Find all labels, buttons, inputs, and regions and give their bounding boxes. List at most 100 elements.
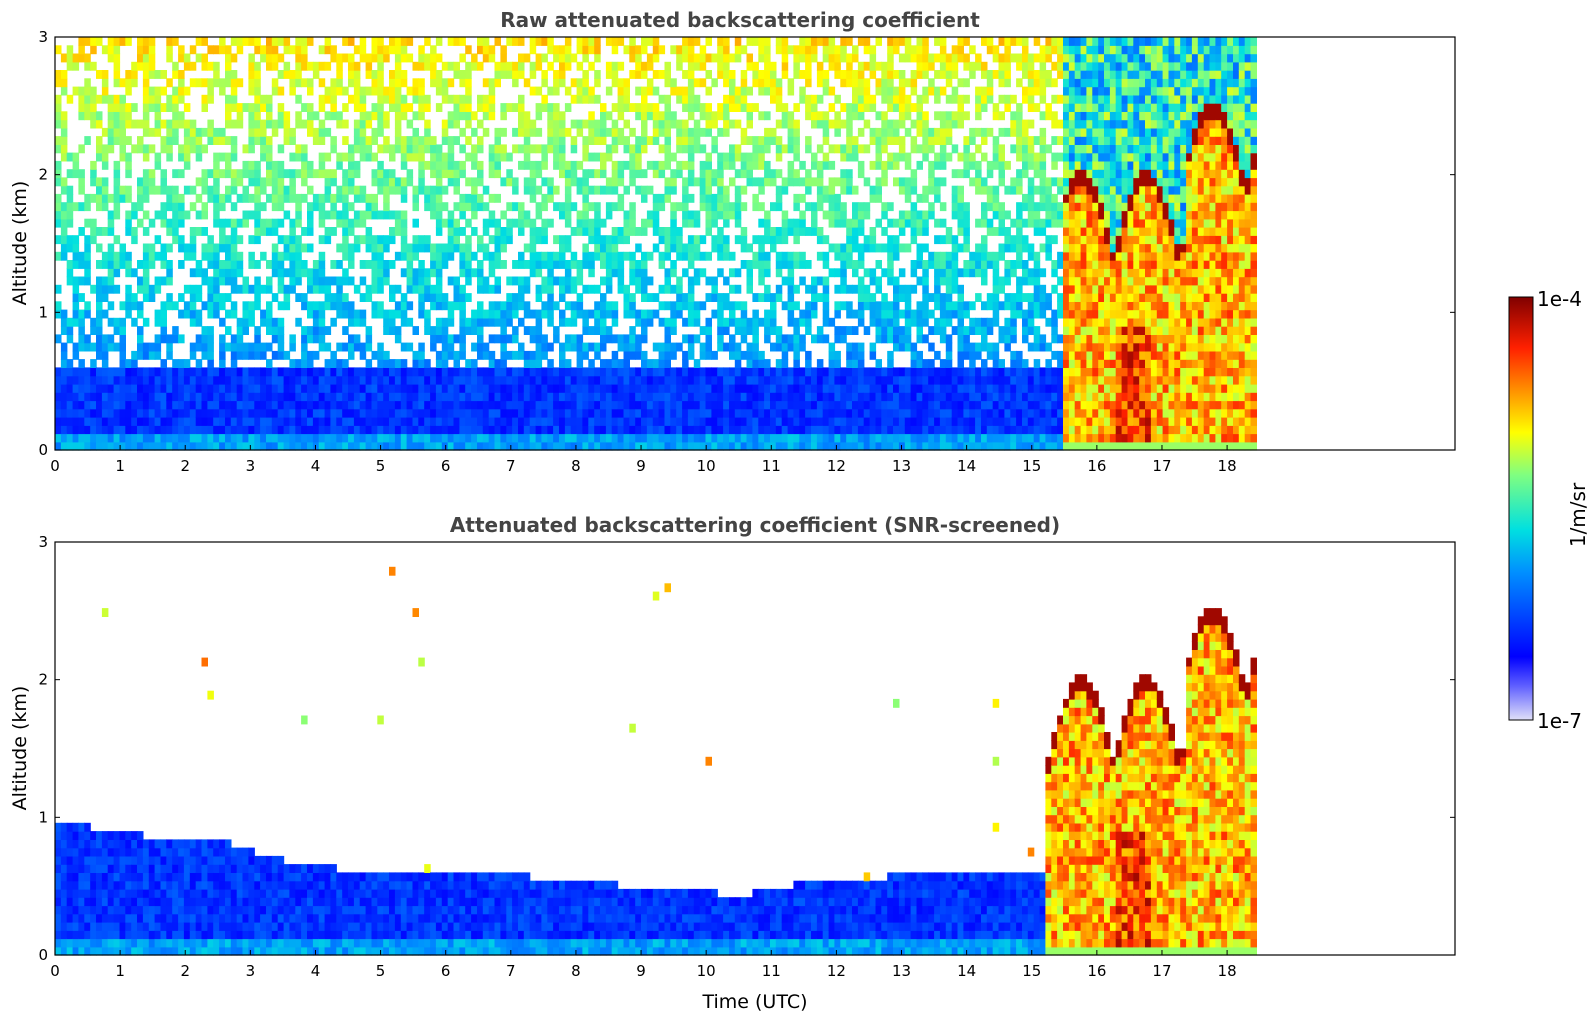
heatmap-cell xyxy=(588,235,595,245)
heatmap-cell xyxy=(230,334,238,344)
heatmap-cell xyxy=(266,309,273,319)
heatmap-cell xyxy=(113,78,121,88)
heatmap-cell xyxy=(717,392,724,402)
heatmap-cell xyxy=(119,103,126,112)
heatmap-cell xyxy=(676,276,683,286)
heatmap-cell xyxy=(805,350,812,360)
heatmap-cell xyxy=(811,103,818,112)
heatmap-cell xyxy=(119,127,126,137)
heatmap-cell xyxy=(693,433,701,443)
heatmap-cell xyxy=(96,37,103,46)
heatmap-cell xyxy=(770,425,777,435)
heatmap-cell xyxy=(500,210,507,220)
heatmap-cell xyxy=(230,350,238,360)
heatmap-cell xyxy=(195,417,203,426)
heatmap-cell xyxy=(805,326,812,335)
heatmap-cell xyxy=(277,235,285,245)
heatmap-cell xyxy=(635,103,642,112)
heatmap-cell xyxy=(453,334,460,344)
heatmap-cell xyxy=(189,78,197,88)
heatmap-cell xyxy=(893,417,900,426)
heatmap-cell xyxy=(594,367,601,377)
heatmap-cell xyxy=(142,53,150,63)
heatmap-cell xyxy=(183,425,191,435)
heatmap-cell xyxy=(664,185,671,195)
heatmap-cell xyxy=(717,309,724,319)
heatmap-cell xyxy=(447,301,455,311)
heatmap-cell xyxy=(605,276,613,286)
heatmap-cell xyxy=(365,326,373,335)
heatmap-cell xyxy=(424,61,431,71)
heatmap-cell xyxy=(207,383,214,393)
heatmap-cell xyxy=(447,375,455,385)
heatmap-cell xyxy=(441,86,449,96)
heatmap-cell xyxy=(342,37,349,46)
heatmap-cell xyxy=(723,375,730,385)
heatmap-cell xyxy=(846,367,853,377)
heatmap-cell xyxy=(90,375,97,385)
heatmap-cell xyxy=(494,160,501,170)
heatmap-cell xyxy=(336,375,343,385)
heatmap-cell xyxy=(512,408,519,418)
heatmap-cell xyxy=(66,169,74,179)
heatmap-cell xyxy=(734,441,742,451)
heatmap-cell xyxy=(904,53,912,63)
heatmap-cell xyxy=(307,276,314,286)
heatmap-cell xyxy=(312,202,320,212)
heatmap-cell xyxy=(898,152,906,162)
heatmap-cell xyxy=(553,202,560,212)
heatmap-cell xyxy=(559,53,566,63)
heatmap-cell xyxy=(353,367,361,377)
heatmap-cell xyxy=(670,400,677,410)
heatmap-cell xyxy=(336,61,343,71)
heatmap-cell xyxy=(547,45,554,55)
heatmap-cell xyxy=(183,160,191,170)
heatmap-cell xyxy=(600,235,607,245)
heatmap-cell xyxy=(424,37,431,46)
heatmap-cell xyxy=(418,169,425,179)
heatmap-cell xyxy=(775,37,783,46)
heatmap-cell xyxy=(183,359,191,368)
heatmap-cell xyxy=(717,375,724,385)
heatmap-cell xyxy=(90,193,97,203)
heatmap-cell xyxy=(887,78,894,88)
heatmap-cell xyxy=(740,317,748,327)
heatmap-cell xyxy=(600,218,607,228)
heatmap-cell xyxy=(66,243,74,253)
heatmap-cell xyxy=(893,37,900,46)
heatmap-cell xyxy=(893,400,900,410)
heatmap-cell xyxy=(816,359,824,368)
heatmap-cell xyxy=(359,119,367,129)
heatmap-cell xyxy=(711,177,718,187)
heatmap-cell xyxy=(154,367,162,377)
heatmap-cell xyxy=(78,227,85,236)
heatmap-cell xyxy=(547,359,554,368)
heatmap-cell xyxy=(687,218,695,228)
heatmap-cell xyxy=(435,210,443,220)
heatmap-cell xyxy=(775,408,783,418)
heatmap-cell xyxy=(664,160,671,170)
heatmap-cell xyxy=(611,78,619,88)
heatmap-cell xyxy=(166,78,173,88)
heatmap-cell xyxy=(119,111,126,121)
heatmap-cell xyxy=(307,86,314,96)
heatmap-cell xyxy=(324,61,332,71)
heatmap-cell xyxy=(137,193,144,203)
heatmap-cell xyxy=(535,103,543,112)
heatmap-cell xyxy=(125,375,132,385)
heatmap-cell xyxy=(881,94,888,104)
heatmap-cell xyxy=(160,375,167,385)
heatmap-cell xyxy=(230,359,238,368)
heatmap-cell xyxy=(400,103,408,112)
heatmap-cell xyxy=(107,408,115,418)
heatmap-cell xyxy=(670,408,677,418)
heatmap-cell xyxy=(435,37,443,46)
heatmap-cell xyxy=(101,342,109,352)
heatmap-cell xyxy=(652,202,660,212)
heatmap-cell xyxy=(629,326,636,335)
heatmap-cell xyxy=(781,400,789,410)
heatmap-cell xyxy=(90,218,97,228)
heatmap-cell xyxy=(541,334,548,344)
heatmap-cell xyxy=(477,375,484,385)
heatmap-cell xyxy=(195,210,203,220)
